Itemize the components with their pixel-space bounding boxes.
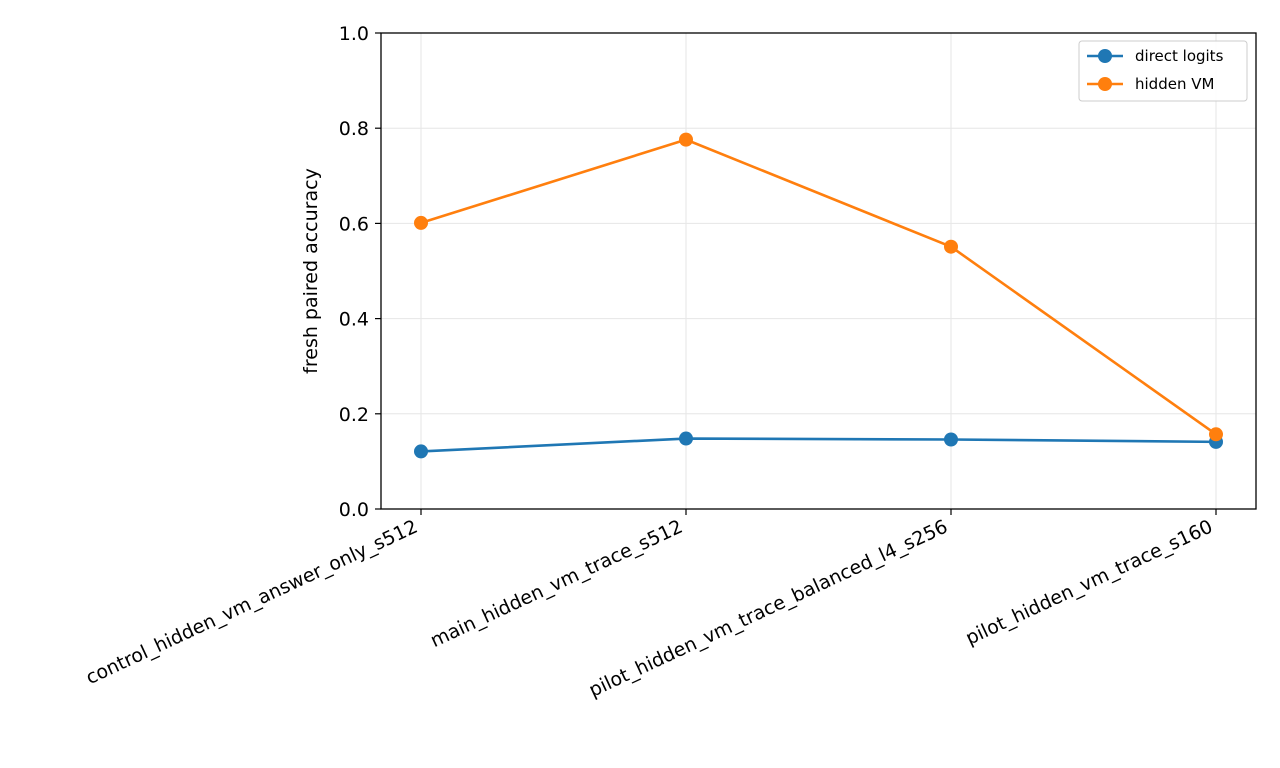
data-point	[414, 215, 428, 230]
x-tick-label: main_hidden_vm_trace_s512	[427, 516, 686, 652]
legend-label: hidden VM	[1135, 75, 1214, 93]
legend-item: direct logits	[1087, 47, 1224, 65]
y-axis-label: fresh paired accuracy	[300, 168, 322, 374]
series-hidden-vm	[414, 132, 1223, 442]
x-tick-label: control_hidden_vm_answer_only_s512	[83, 516, 422, 689]
x-tick-label: pilot_hidden_vm_trace_s160	[962, 516, 1216, 650]
data-point	[944, 239, 958, 254]
y-axis: 0.0 0.2 0.4 0.6 0.8 1.0	[339, 23, 381, 521]
y-tick-label: 0.0	[339, 499, 369, 521]
plot-frame	[380, 32, 1257, 510]
series-direct-logits	[414, 431, 1223, 459]
data-point	[679, 132, 693, 147]
x-axis: control_hidden_vm_answer_only_s512 main_h…	[83, 509, 1217, 702]
legend-marker	[1098, 49, 1112, 63]
y-tick-label: 0.6	[339, 213, 369, 235]
data-point	[679, 431, 693, 446]
legend-item: hidden VM	[1087, 75, 1214, 93]
data-point	[1209, 427, 1223, 442]
series-line	[420, 437, 1217, 453]
legend: direct logits hidden VM	[1078, 40, 1248, 102]
y-tick-label: 0.2	[339, 404, 369, 426]
grid-lines	[381, 32, 1256, 510]
series-layer	[414, 132, 1223, 459]
data-point	[944, 432, 958, 447]
data-point	[414, 444, 428, 459]
y-tick-label: 0.4	[339, 309, 369, 331]
legend-label: direct logits	[1135, 47, 1224, 65]
y-tick-label: 1.0	[339, 23, 369, 45]
series-line	[420, 138, 1217, 436]
legend-marker	[1098, 77, 1112, 91]
y-tick-label: 0.8	[339, 118, 369, 140]
